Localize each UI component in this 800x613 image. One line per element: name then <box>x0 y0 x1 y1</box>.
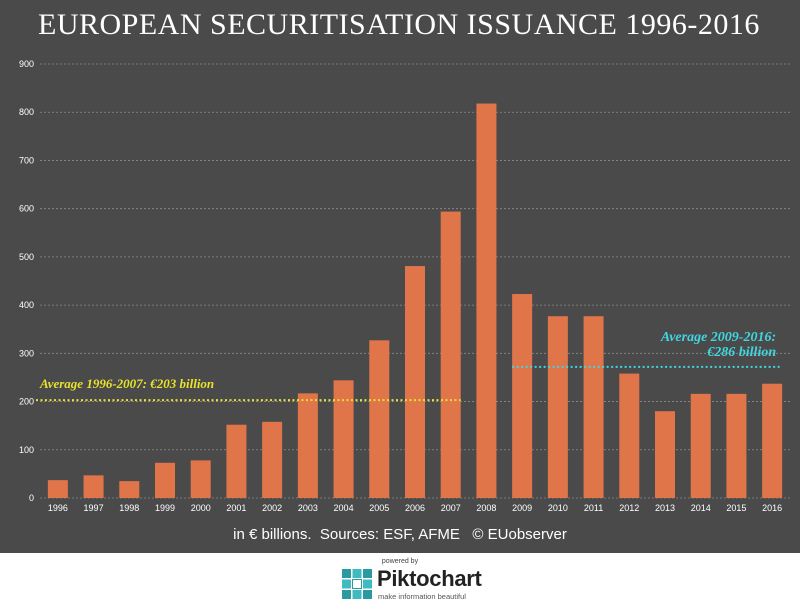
chart-panel: EUROPEAN SECURITISATION ISSUANCE 1996-20… <box>0 0 800 553</box>
source-note: in € billions. Sources: ESF, AFME © EUob… <box>233 526 567 543</box>
bar-2001 <box>226 424 247 498</box>
bar-1996 <box>47 480 68 498</box>
x-tick-label: 2012 <box>619 503 639 513</box>
y-tick-label: 700 <box>19 155 34 165</box>
x-tick-label: 2000 <box>191 503 211 513</box>
bar-2006 <box>405 266 425 498</box>
y-tick-label: 100 <box>19 445 34 455</box>
bar-2004 <box>333 380 354 498</box>
x-tick-label: 2007 <box>441 503 461 513</box>
bar-2015 <box>726 393 747 498</box>
y-tick-label: 400 <box>19 300 34 310</box>
x-tick-label: 2016 <box>762 503 782 513</box>
x-tick-label: 2003 <box>298 503 318 513</box>
average-label: €286 billion <box>706 345 776 360</box>
x-tick-label: 2010 <box>548 503 568 513</box>
y-tick-label: 200 <box>19 397 34 407</box>
y-tick-label: 500 <box>19 252 34 262</box>
piktochart-branding: powered by Piktochart make information b… <box>0 553 800 613</box>
x-tick-label: 1998 <box>119 503 139 513</box>
x-tick-label: 2009 <box>512 503 532 513</box>
average-label: Average 2009-2016: <box>660 330 776 345</box>
bar-2016 <box>762 383 783 498</box>
bar-2003 <box>297 393 318 498</box>
x-tick-label: 2013 <box>655 503 675 513</box>
x-tick-label: 2008 <box>476 503 496 513</box>
piktochart-logo-icon <box>342 569 372 599</box>
x-tick-label: 2004 <box>334 503 354 513</box>
y-tick-label: 300 <box>19 348 34 358</box>
bar-2013 <box>655 411 675 498</box>
y-tick-label: 600 <box>19 204 34 214</box>
bar-2008 <box>476 103 497 498</box>
bar-2014 <box>690 393 711 498</box>
bar-2005 <box>369 340 390 498</box>
bar-2009 <box>512 294 533 498</box>
bar-2007 <box>440 211 461 498</box>
y-tick-label: 900 <box>19 59 34 69</box>
bar-2012 <box>619 373 640 498</box>
piktochart-wordmark: Piktochart <box>377 566 482 591</box>
x-tick-label: 2002 <box>262 503 282 513</box>
y-tick-label: 0 <box>29 493 34 503</box>
x-tick-label: 2001 <box>226 503 246 513</box>
x-tick-label: 1997 <box>84 503 104 513</box>
bar-1999 <box>155 462 175 498</box>
bar-chart: 0 100 200 300 400 500 600 700 800 900 1996 1997 1998… <box>19 59 790 513</box>
bar-2002 <box>262 421 283 498</box>
x-tick-label: 1999 <box>155 503 175 513</box>
bar-1997 <box>83 475 104 498</box>
x-tick-label: 2014 <box>691 503 711 513</box>
bar-1998 <box>119 481 140 498</box>
bar-2011 <box>583 316 604 498</box>
bar-2010 <box>547 316 568 498</box>
piktochart-tagline: make information beautiful <box>378 592 466 601</box>
x-tick-label: 1996 <box>48 503 68 513</box>
average-label: Average 1996-2007: €203 billion <box>39 376 214 391</box>
bar-2000 <box>190 460 211 498</box>
x-tick-label: 2006 <box>405 503 425 513</box>
y-tick-label: 800 <box>19 107 34 117</box>
x-tick-label: 2015 <box>726 503 746 513</box>
x-tick-label: 2011 <box>584 503 603 513</box>
x-tick-label: 2005 <box>369 503 389 513</box>
chart-title: EUROPEAN SECURITISATION ISSUANCE 1996-20… <box>38 8 760 41</box>
powered-by-label: powered by <box>381 558 419 565</box>
